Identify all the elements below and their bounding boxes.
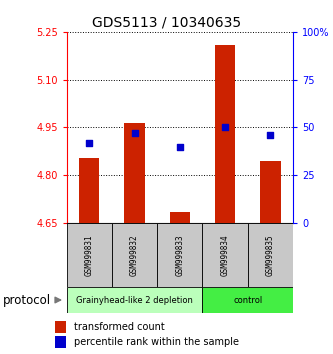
Bar [260, 161, 281, 223]
Point [268, 132, 273, 138]
Text: control: control [233, 296, 262, 304]
Text: Grainyhead-like 2 depletion: Grainyhead-like 2 depletion [76, 296, 193, 304]
Bar [202, 287, 293, 313]
Point [177, 144, 182, 149]
Bar [124, 123, 145, 223]
Point [87, 140, 92, 145]
Text: GSM999835: GSM999835 [266, 234, 275, 276]
Bar [79, 158, 100, 223]
Bar [112, 223, 157, 287]
Bar [157, 223, 202, 287]
Text: GSM999833: GSM999833 [175, 234, 184, 276]
Bar [202, 223, 248, 287]
Bar [248, 223, 293, 287]
Bar [215, 45, 235, 223]
Text: transformed count: transformed count [74, 322, 165, 332]
Bar [169, 212, 190, 223]
Point [222, 125, 228, 130]
Bar [67, 223, 112, 287]
Point [132, 130, 137, 136]
Bar [67, 287, 202, 313]
Text: GSM999832: GSM999832 [130, 234, 139, 276]
Text: GSM999831: GSM999831 [85, 234, 94, 276]
Bar [55, 321, 67, 333]
Text: GDS5113 / 10340635: GDS5113 / 10340635 [92, 16, 241, 30]
Text: protocol: protocol [3, 293, 52, 307]
Text: percentile rank within the sample: percentile rank within the sample [74, 337, 239, 347]
Text: GSM999834: GSM999834 [220, 234, 230, 276]
Bar [55, 336, 67, 348]
